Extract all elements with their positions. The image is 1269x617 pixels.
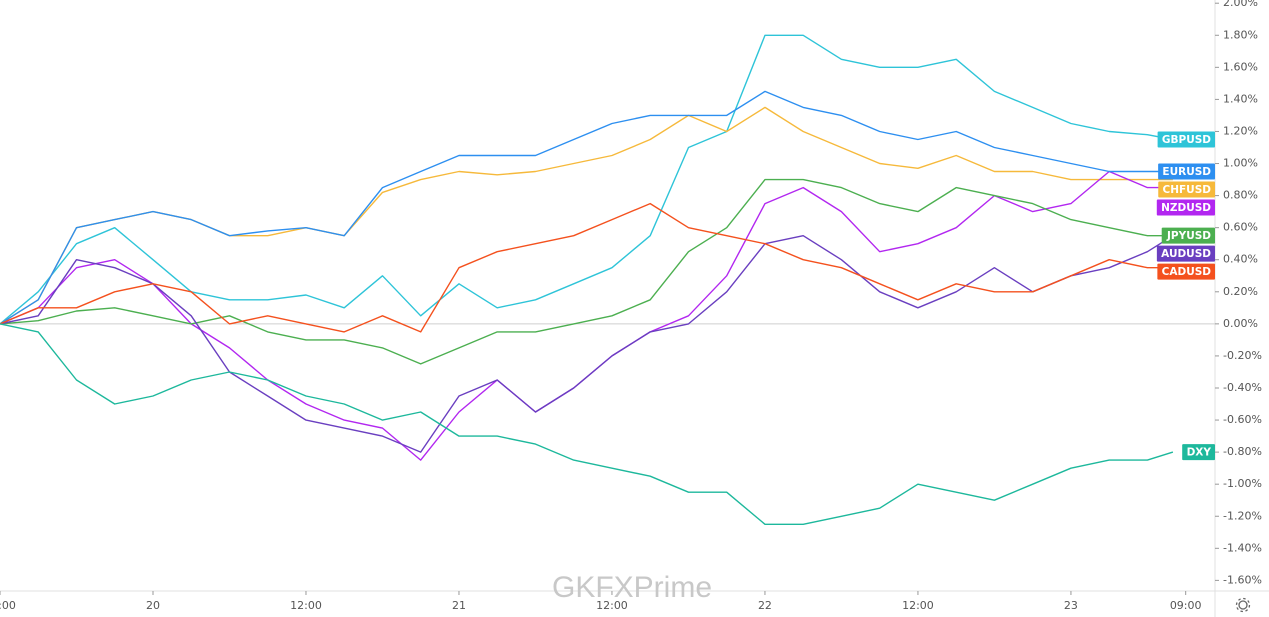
x-tick-label: 09:00 [1170, 599, 1202, 612]
series-badge: GBPUSD [1157, 131, 1215, 148]
y-tick-label: 2.00% [1223, 0, 1258, 9]
series-badge: AUDUSD [1156, 245, 1215, 262]
badge-label: CADUSD [1162, 266, 1212, 278]
badge-bg [1182, 444, 1215, 461]
y-tick-label: 1.00% [1223, 157, 1258, 170]
series-line [0, 90, 1173, 325]
y-tick-label: 0.00% [1223, 317, 1258, 330]
y-tick-label: 0.40% [1223, 253, 1258, 266]
badge-label: EURUSD [1162, 166, 1211, 178]
badge-label: NZDUSD [1161, 202, 1211, 214]
badge-label: AUDUSD [1161, 248, 1211, 260]
y-tick-label: 0.20% [1223, 285, 1258, 298]
badge-label: CHFUSD [1163, 184, 1212, 196]
x-tick-label: 12:00 [596, 599, 628, 612]
badge-bg [1158, 163, 1215, 180]
series-badge: EURUSD [1158, 163, 1215, 180]
y-tick-label: 1.60% [1223, 60, 1258, 73]
badge-label: JPYUSD [1166, 230, 1211, 242]
y-tick-label: -0.80% [1223, 445, 1262, 458]
x-tick-label: 12:00 [902, 599, 934, 612]
y-tick-label: -0.20% [1223, 349, 1262, 362]
series-badge: CHFUSD [1158, 181, 1215, 198]
y-tick-label: 1.40% [1223, 92, 1258, 105]
y-tick-label: -0.40% [1223, 381, 1262, 394]
badge-bg [1157, 131, 1215, 148]
y-tick-label: 0.80% [1223, 189, 1258, 202]
badge-bg [1158, 181, 1215, 198]
series-line [0, 170, 1173, 461]
series-badge: JPYUSD [1161, 227, 1215, 244]
series-line [0, 178, 1173, 365]
y-tick-label: 1.80% [1223, 28, 1258, 41]
x-tick-label: 22 [758, 599, 772, 612]
badge-bg [1156, 199, 1215, 216]
plot-area [0, 34, 1174, 525]
badge-bg [1157, 263, 1215, 280]
y-tick-label: -1.60% [1223, 573, 1262, 586]
badge-bg [1156, 245, 1215, 262]
x-tick-label: 23 [1064, 599, 1078, 612]
y-tick-label: 1.20% [1223, 124, 1258, 137]
x-tick-label: 21 [452, 599, 466, 612]
series-line [0, 235, 1174, 453]
watermark: GKFXPrime [552, 571, 712, 604]
y-tick-label: -1.20% [1223, 509, 1262, 522]
badge-label: DXY [1187, 447, 1212, 459]
series-badge: CADUSD [1157, 263, 1215, 280]
series-line [0, 34, 1174, 325]
x-tick-label: 12:00 [290, 599, 322, 612]
y-tick-label: -1.00% [1223, 477, 1262, 490]
series-line [0, 202, 1173, 333]
x-tick-label: 12:00 [0, 599, 16, 612]
series-line [0, 323, 1174, 525]
x-tick-label: 20 [146, 599, 160, 612]
settings-icon[interactable] [1235, 597, 1251, 613]
series-badge: DXY [1182, 444, 1215, 461]
y-tick-label: 0.60% [1223, 221, 1258, 234]
badge-bg [1161, 227, 1215, 244]
series-badge: NZDUSD [1156, 199, 1215, 216]
y-tick-label: -1.40% [1223, 541, 1262, 554]
badge-label: GBPUSD [1162, 134, 1211, 146]
y-tick-label: -0.60% [1223, 413, 1262, 426]
